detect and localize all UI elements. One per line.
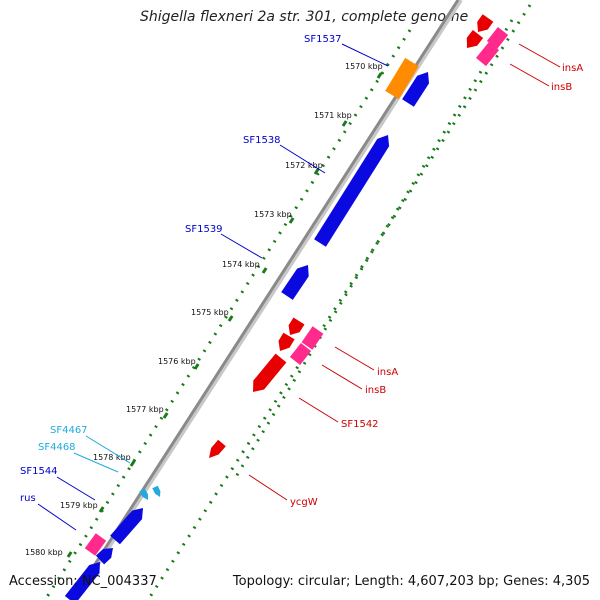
gene-insB-top-1[interactable] [486, 27, 509, 49]
gene-insB-top-2[interactable] [476, 41, 499, 67]
gene-SF1544[interactable] [110, 508, 143, 545]
major-tick [98, 506, 105, 513]
scale-tick-label: 1573 kbp [254, 210, 292, 219]
major-tick [376, 72, 383, 79]
gene-label-sf1538[interactable]: SF1538 [243, 135, 281, 146]
gene-label-leader [85, 435, 131, 464]
scale-tick-rows [43, 4, 532, 600]
gene-insB-mid-1[interactable] [301, 326, 324, 350]
gene-label-insb[interactable]: insB [365, 385, 386, 396]
gene-label-leader [341, 43, 389, 67]
scale-tick-label: 1580 kbp [25, 548, 63, 557]
gene-insB-bottom[interactable] [84, 533, 107, 556]
gene-features [64, 14, 509, 600]
scale-tick-label: 1575 kbp [191, 308, 229, 317]
gene-label-leader [56, 476, 96, 501]
gene-label-leader [518, 43, 561, 68]
gene-label-sf1537[interactable]: SF1537 [304, 34, 342, 45]
gene-insA-mid-1[interactable] [288, 317, 305, 336]
gene-label-leader [509, 63, 550, 87]
gene-label-leader [298, 397, 339, 423]
major-tick [288, 217, 295, 224]
gene-SF4467[interactable] [139, 488, 148, 501]
scale-tick-label: 1578 kbp [93, 453, 131, 462]
gene-label-ycgw[interactable]: ycgW [290, 497, 318, 508]
gene-SF4468[interactable] [152, 485, 161, 497]
gene-label-insa[interactable]: insA [562, 63, 583, 74]
gene-label-insa[interactable]: insA [377, 367, 398, 378]
gene-insB-mid-2[interactable] [289, 343, 312, 365]
gene-insA-top-2[interactable] [466, 30, 484, 48]
genome-title: Shigella flexneri 2a str. 301, complete … [140, 9, 469, 25]
gene-SF1542[interactable] [253, 353, 287, 392]
gene-label-leader [334, 346, 375, 371]
gene-ycgW[interactable] [209, 439, 226, 458]
scale-tick-label: 1574 kbp [222, 260, 260, 269]
major-tick [162, 412, 169, 419]
gene-label-sf1544[interactable]: SF1544 [20, 466, 58, 477]
gene-partial[interactable] [64, 562, 100, 600]
gene-label-rus[interactable]: rus [20, 493, 36, 504]
gene-orange-feature[interactable] [385, 57, 419, 100]
major-tick [261, 267, 268, 274]
gene-SF1537[interactable] [402, 72, 429, 107]
gene-insA-mid-2[interactable] [278, 332, 295, 351]
major-tick [66, 551, 73, 558]
scale-tick-label: 1572 kbp [285, 161, 323, 170]
major-tick [129, 460, 136, 467]
scale-tick-label: 1570 kbp [345, 62, 383, 71]
gene-label-sf4467[interactable]: SF4467 [50, 425, 88, 436]
major-tick [341, 120, 348, 127]
major-tick [227, 315, 234, 322]
genome-backbone [70, 0, 460, 600]
scale-tick-label: 1579 kbp [60, 501, 98, 510]
gene-rus[interactable] [95, 548, 113, 565]
gene-label-sf1542[interactable]: SF1542 [341, 419, 379, 430]
major-tick [193, 363, 200, 370]
genome-backbone-shadow [73, 0, 463, 600]
scale-tick-label: 1571 kbp [314, 111, 352, 120]
gene-insA-top-1[interactable] [477, 14, 494, 32]
gene-label-leader [321, 364, 363, 390]
gene-labels: SF1537 SF1538 SF1539 insA insB insA insB SF1542… [20, 34, 583, 531]
gene-label-sf1539[interactable]: SF1539 [185, 224, 223, 235]
gene-label-leader [73, 452, 119, 473]
scale-tick-label: 1576 kbp [158, 357, 196, 366]
accession-label: Accession: NC_004337 [9, 574, 157, 589]
gene-label-leader [248, 474, 288, 501]
scale-tick-label: 1577 kbp [126, 405, 164, 414]
topology-summary: Topology: circular; Length: 4,607,203 bp… [232, 574, 590, 589]
gene-label-leader [37, 503, 77, 531]
gene-label-insb[interactable]: insB [551, 82, 572, 93]
gene-label-leader [220, 233, 263, 259]
tick-row-2 [146, 4, 532, 600]
scale-labels: 1570 kbp 1571 kbp 1572 kbp 1573 kbp 1574 kbp… [25, 62, 383, 557]
gene-SF1539[interactable] [281, 265, 309, 300]
gene-label-leader [279, 144, 326, 174]
gene-label-sf4468[interactable]: SF4468 [38, 442, 76, 453]
gene-SF1538[interactable] [314, 135, 390, 247]
major-tick [313, 168, 320, 175]
